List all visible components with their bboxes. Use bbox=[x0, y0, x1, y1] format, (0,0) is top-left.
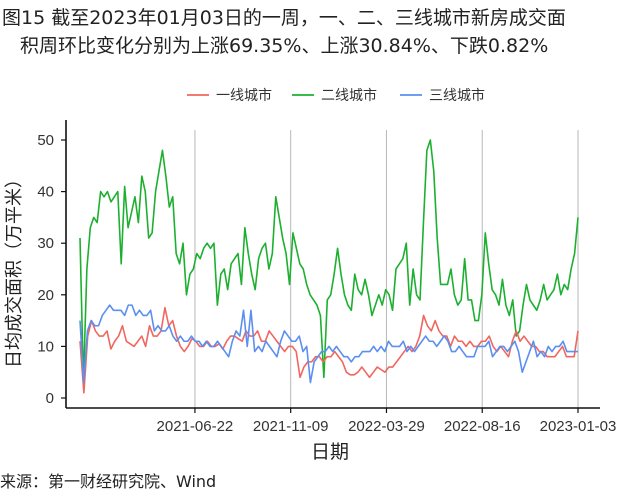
title-line-2: 积周环比变化分别为上涨69.35%、上涨30.84%、下跌0.82% bbox=[20, 35, 549, 57]
x-tick-label-4: 2023-01-03 bbox=[540, 418, 617, 435]
y-axis-title: 日均成交面积（万平米） bbox=[4, 170, 25, 368]
y-tick-label-5: 50 bbox=[37, 132, 54, 149]
y-tick-label-2: 20 bbox=[37, 287, 54, 304]
series-line-0 bbox=[79, 306, 579, 394]
line-chart: 0 10 20 30 40 50 2021-06-22 2021-11-09 2022-03-2… bbox=[4, 87, 617, 463]
legend-label-2: 三线城市 bbox=[429, 87, 485, 104]
x-axis-title: 日期 bbox=[311, 441, 349, 463]
y-tick-label-4: 40 bbox=[37, 184, 54, 201]
y-tick-label-1: 10 bbox=[37, 338, 54, 355]
x-tick-label-1: 2021-11-09 bbox=[253, 418, 329, 435]
title-line-1: 图15 截至2023年01月03日的一周，一、二、三线城市新房成交面 bbox=[2, 7, 566, 29]
legend-label-0: 一线城市 bbox=[216, 87, 272, 104]
x-tick-label-2: 2022-03-29 bbox=[348, 418, 425, 435]
x-tick-label-0: 2021-06-22 bbox=[157, 418, 234, 435]
x-tick-label-3: 2022-08-16 bbox=[444, 418, 521, 435]
y-tick-label-3: 30 bbox=[37, 235, 54, 252]
legend-label-1: 二线城市 bbox=[321, 87, 377, 104]
y-tick-label-0: 0 bbox=[46, 390, 54, 407]
series-line-1 bbox=[79, 139, 579, 384]
series-line-2 bbox=[79, 304, 578, 384]
chart-title: 图15 截至2023年01月03日的一周，一、二、三线城市新房成交面 积周环比变… bbox=[2, 4, 638, 60]
source-note: 来源：第一财经研究院、Wind bbox=[0, 472, 217, 491]
